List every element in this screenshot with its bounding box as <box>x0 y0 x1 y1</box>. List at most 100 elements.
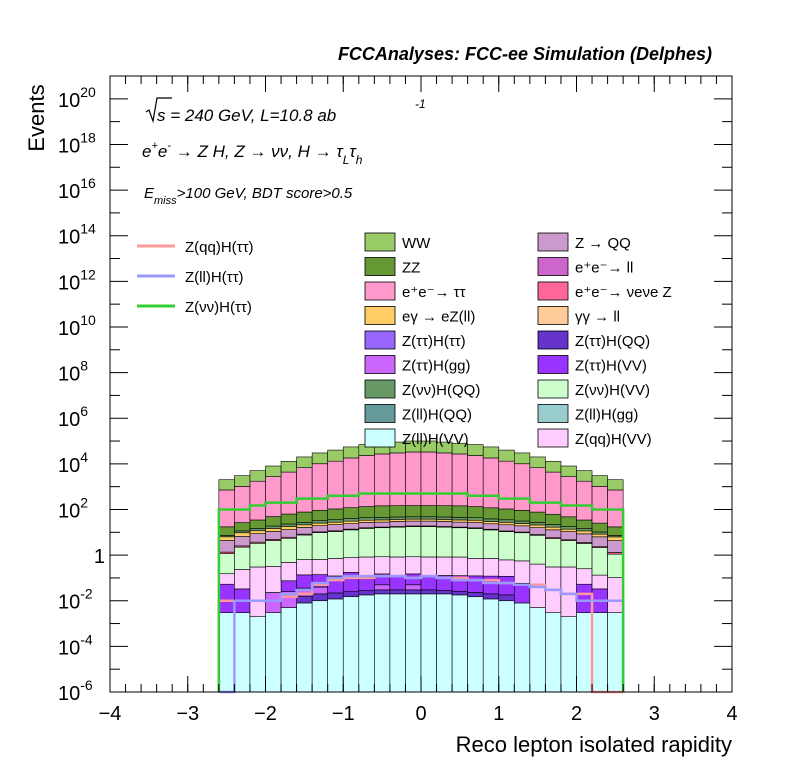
histogram-bar <box>280 529 297 538</box>
histogram-bar <box>420 593 437 693</box>
histogram-bar <box>280 580 297 592</box>
histogram-bar <box>607 553 624 578</box>
histogram-bar <box>218 536 235 541</box>
histogram-bar <box>405 556 422 575</box>
histogram-bar <box>420 556 437 576</box>
histogram-bar <box>296 595 313 604</box>
histogram-bar <box>545 529 562 538</box>
histogram-bar <box>498 449 515 462</box>
histogram-bar <box>498 575 515 596</box>
legend-color-swatch <box>364 281 396 301</box>
histogram-bar <box>576 543 593 570</box>
stack-layer <box>218 593 624 693</box>
histogram-bar <box>451 453 468 507</box>
histogram-bar <box>389 575 406 591</box>
legend-label: Z(νν)H(QQ) <box>402 382 480 399</box>
histogram-bar <box>389 556 406 576</box>
chart-title: FCCAnalyses: FCC-ee Simulation (Delphes) <box>338 44 712 64</box>
histogram-bar <box>607 612 624 693</box>
histogram-bar <box>327 521 344 525</box>
histogram-bar <box>311 525 328 533</box>
cuts-annotation: Emiss>100 GeV, BDT score>0.5 <box>144 185 353 207</box>
histogram-bar <box>529 522 546 526</box>
histogram-bar <box>265 528 282 532</box>
histogram-bar <box>265 531 282 540</box>
histogram-bar <box>436 590 453 595</box>
energy-annotation: s = 240 GeV, L=10.8 ab -1 <box>145 97 426 125</box>
histogram-bar <box>576 568 593 585</box>
histogram-bar <box>576 530 593 535</box>
histogram-bar <box>482 446 500 459</box>
histogram-bar <box>498 508 515 521</box>
histogram-bar <box>576 583 593 613</box>
histogram-bar <box>405 520 422 527</box>
histogram-bar <box>467 592 484 598</box>
y-tick-label: 104 <box>58 449 88 477</box>
histogram-bar <box>482 507 500 520</box>
histogram-bar <box>265 540 282 567</box>
histogram-bar <box>249 533 266 543</box>
histogram-bar <box>265 465 282 477</box>
y-axis-ticks: 102010181016101410121010108106104102110-… <box>58 75 732 705</box>
histogram-bar <box>529 527 546 535</box>
histogram-bar <box>405 518 422 522</box>
histogram-bar <box>405 516 422 520</box>
y-tick-label: 106 <box>58 403 88 431</box>
histogram-bar <box>420 575 437 591</box>
histogram-bar <box>389 519 406 522</box>
legend-label: e⁺e⁻→ ll <box>575 260 633 277</box>
histogram-bar <box>467 517 484 521</box>
y-tick-label: 1 <box>94 546 105 568</box>
x-tick-label: 1 <box>493 703 504 725</box>
signal-line <box>218 574 625 694</box>
histogram-bar <box>374 453 391 507</box>
histogram-bar <box>591 531 608 535</box>
histogram-bar <box>327 592 344 600</box>
histogram-bar <box>498 460 515 510</box>
histogram-bar <box>607 526 624 536</box>
histogram-bar <box>342 523 360 530</box>
x-axis-label: Reco lepton isolated rapidity <box>456 732 732 757</box>
histogram-bar <box>513 452 531 465</box>
legend-color-swatch <box>364 355 396 374</box>
histogram-bar <box>280 523 297 527</box>
lumi-exponent: -1 <box>415 97 426 111</box>
histogram-bar <box>265 476 282 517</box>
histogram-bar <box>249 542 266 568</box>
legend-color-swatch <box>537 355 569 374</box>
sqrt-symbol-icon <box>145 97 172 124</box>
histogram-bar <box>249 530 266 534</box>
histogram-bar <box>482 457 500 509</box>
histogram-bar <box>280 513 297 525</box>
histogram-bar <box>389 452 406 506</box>
y-tick-label: 10-2 <box>58 586 93 614</box>
legend-color-swatch <box>537 428 569 448</box>
histogram-bar <box>513 523 531 527</box>
legend-label: Z(ττ)H(VV) <box>575 358 647 375</box>
histogram-bar <box>607 577 624 613</box>
histogram-bar <box>342 529 360 558</box>
legend-label: Z → QQ <box>575 235 631 252</box>
histogram-bar <box>513 583 531 604</box>
histogram-bar <box>296 524 313 528</box>
histogram-bar <box>280 562 297 582</box>
histogram-bar <box>374 556 391 575</box>
histogram-bar <box>436 505 453 518</box>
histogram-bar <box>249 528 266 532</box>
x-axis-ticks: −4 −3 −2 −1 0 1 2 3 4 <box>99 76 738 725</box>
histogram-bar <box>420 451 437 506</box>
histogram-bar <box>218 612 235 693</box>
histogram-bar <box>296 467 313 513</box>
histogram-bar <box>358 590 375 596</box>
histogram-bar <box>576 528 593 532</box>
histogram-bar <box>545 612 562 693</box>
legend-label: γγ → ll <box>575 309 620 326</box>
legend-color-swatch <box>364 257 396 276</box>
histogram-bar <box>436 556 453 576</box>
stack-layer <box>218 516 624 538</box>
y-tick-label: 108 <box>58 358 88 386</box>
stack-layer <box>218 526 624 578</box>
histogram-bar <box>451 590 468 596</box>
histogram-bar <box>513 525 531 533</box>
histogram-bar <box>591 486 608 524</box>
